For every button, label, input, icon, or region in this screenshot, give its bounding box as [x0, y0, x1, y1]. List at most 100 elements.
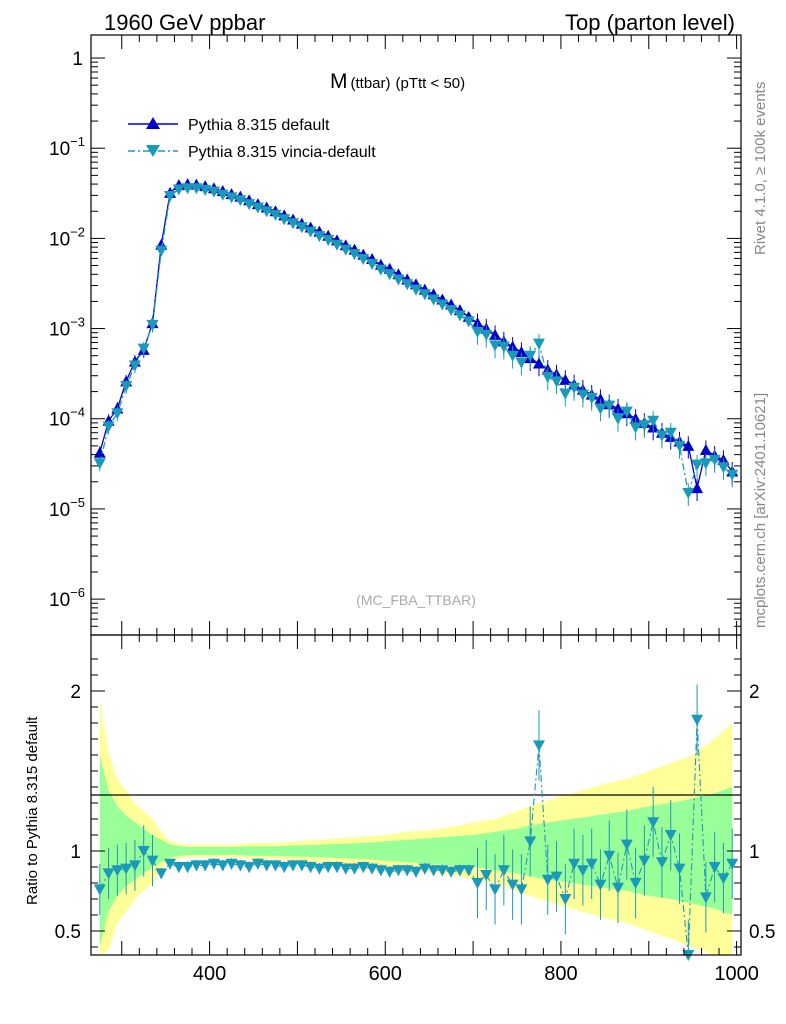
ratio-data-point: [313, 863, 326, 875]
ratio-data-point: [559, 894, 572, 905]
ratio-data-point: [594, 879, 607, 891]
chart-title-rest: (pTtt < 50): [396, 75, 466, 92]
data-point-down: [568, 382, 581, 394]
y-tick-label: 10−6: [49, 585, 85, 611]
ratio-data-point: [287, 860, 300, 872]
ratio-data-point: [576, 865, 589, 877]
data-point-down: [392, 274, 405, 286]
ratio-data-point: [120, 863, 133, 875]
ratio-data-point: [164, 858, 177, 870]
ratio-data-point: [269, 860, 282, 872]
x-tick-label: 1000: [714, 963, 759, 985]
main-panel: 1 10−1 10−2 10−3 10−4 10−5 10−6 M (ttbar) (pTtt …: [49, 34, 742, 636]
ratio-data-point: [541, 874, 554, 886]
ratio-data-point: [137, 846, 150, 857]
ratio-data-point: [348, 863, 361, 875]
data-point-down: [436, 299, 449, 311]
ratio-data-point: [128, 860, 141, 872]
data-point-up: [532, 357, 545, 369]
data-point-down: [295, 222, 308, 234]
data-point-down: [278, 214, 291, 226]
data-point-down: [304, 226, 317, 238]
ratio-uncertainty-bands: [99, 699, 733, 955]
ratio-data-point: [207, 858, 220, 870]
ratio-x-ticks: 400 600 800 1000: [121, 635, 759, 985]
ratio-data-point: [620, 839, 633, 851]
y-tick-label: 10−4: [49, 405, 85, 431]
y-tick-label: 10−5: [49, 495, 85, 521]
ratio-data-point: [339, 863, 352, 875]
ratio-data-point: [251, 858, 264, 870]
data-point-down: [629, 422, 642, 434]
y-tick-label: 10−1: [49, 134, 85, 160]
data-point-down: [137, 343, 150, 355]
ratio-data-point: [234, 860, 247, 872]
ratio-data-point: [506, 879, 519, 891]
data-point-down: [638, 420, 651, 432]
main-y-ticks: 1 10−1 10−2 10−3 10−4 10−5 10−6: [49, 49, 741, 636]
ratio-data-point: [225, 858, 238, 870]
data-point-up: [594, 393, 607, 405]
chart-title-main: M: [330, 70, 348, 93]
ratio-data-point: [322, 862, 335, 873]
main-series-layer: [93, 178, 739, 506]
legend-label-default: Pythia 8.315 default: [188, 117, 330, 134]
ratio-data-point: [418, 863, 431, 875]
data-point-down: [532, 338, 545, 350]
header-right-title: Top (parton level): [565, 10, 735, 35]
data-point-down: [339, 244, 352, 256]
y-tick-label: 10−2: [49, 224, 85, 250]
chart-title-sub: (ttbar): [351, 75, 391, 92]
data-point-down: [146, 319, 159, 331]
x-tick-label: 600: [369, 963, 402, 985]
data-point-down: [330, 239, 343, 251]
data-point-down: [489, 340, 502, 352]
data-point-down: [418, 289, 431, 301]
data-point-down: [664, 427, 677, 439]
ratio-panel: 0.5 0.5 1 1 2 2 400 600 800 1000 Ratio to Pythia…: [24, 634, 775, 985]
ratio-y-tick-label: 2: [70, 682, 81, 703]
ratio-data-point: [612, 882, 625, 894]
data-point-down: [348, 249, 361, 261]
data-point-down: [462, 316, 475, 328]
data-point-down: [708, 454, 721, 466]
ratio-data-point: [146, 855, 159, 867]
data-point-down: [190, 183, 203, 195]
ratio-data-point: [708, 862, 721, 873]
ratio-data-point: [462, 865, 475, 877]
ratio-data-point: [93, 884, 106, 896]
data-point-up: [682, 439, 695, 451]
data-point-down: [111, 408, 124, 420]
ratio-data-point: [383, 866, 396, 878]
ratio-data-point: [357, 862, 370, 873]
ratio-data-point: [260, 860, 273, 872]
x-tick-label: 800: [544, 963, 577, 985]
analysis-label: (MC_FBA_TTBAR): [356, 592, 476, 608]
data-point-up: [515, 345, 528, 357]
ratio-data-point: [532, 740, 545, 752]
ratio-data-point: [155, 868, 168, 880]
ratio-data-point: [190, 860, 203, 872]
data-point-down: [172, 184, 185, 196]
data-point-down: [655, 430, 668, 442]
ratio-frame: [90, 634, 742, 956]
header-left-title: 1960 GeV ppbar: [104, 10, 265, 35]
ratio-data-point: [647, 817, 660, 829]
chart-title: M (ttbar) (pTtt < 50): [330, 70, 465, 93]
data-point-up: [612, 402, 625, 414]
ratio-data-point: [111, 865, 124, 877]
ratio-data-point: [427, 865, 440, 877]
ratio-data-point: [278, 862, 291, 873]
ratio-data-point: [691, 714, 704, 726]
ratio-data-point: [216, 860, 229, 872]
data-point-down: [366, 258, 379, 270]
ratio-y-tick-label-right: 1: [749, 842, 760, 863]
legend-label-vincia: Pythia 8.315 vincia-default: [188, 144, 376, 161]
data-point-down: [322, 234, 335, 246]
data-point-down: [155, 245, 168, 257]
data-point-down: [120, 381, 133, 393]
data-point-down: [445, 305, 458, 317]
legend: Pythia 8.315 default Pythia 8.315 vincia…: [128, 117, 376, 161]
data-point-down: [594, 403, 607, 415]
